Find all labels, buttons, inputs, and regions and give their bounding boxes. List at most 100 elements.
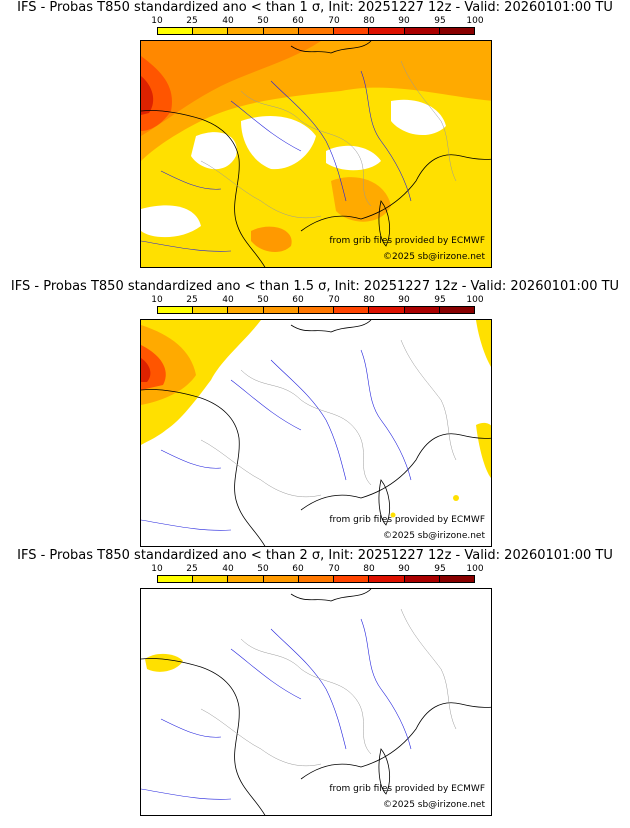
scale-swatch: [158, 576, 194, 582]
scale-tick-label: 10: [151, 295, 163, 305]
no-prob-area: [326, 145, 381, 171]
scale-tick-label: 25: [186, 295, 198, 305]
scale-swatch: [228, 28, 264, 34]
prob-field-yellow-ne: [476, 320, 491, 367]
river: [141, 240, 232, 252]
no-prob-area: [141, 205, 201, 238]
admin-border: [400, 60, 457, 182]
admin-border: [400, 608, 457, 730]
scale-swatch: [404, 576, 440, 582]
prob-field-deep-red: [141, 76, 154, 115]
scale-swatch: [228, 576, 264, 582]
coastline: [290, 320, 372, 333]
copyright-credit: ©2025 sb@irizone.net: [383, 800, 485, 810]
panel-title: IFS - Probas T850 standardized ano < tha…: [10, 279, 620, 294]
scale-tick-label: 40: [222, 16, 234, 26]
scale-swatch: [193, 307, 229, 313]
scale-tick-label: 70: [328, 564, 340, 574]
scale-tick-label: 95: [434, 16, 446, 26]
scale-tick-label: 60: [292, 564, 304, 574]
river: [141, 519, 232, 531]
scale-swatch: [369, 28, 405, 34]
scale-swatch: [298, 576, 335, 582]
river: [360, 618, 412, 750]
coastline: [300, 433, 491, 511]
color-scale-bar: [157, 27, 475, 35]
scale-tick-label: 80: [363, 295, 375, 305]
scale-swatch: [369, 307, 405, 313]
scale-swatch: [263, 307, 299, 313]
scale-swatch: [439, 576, 474, 582]
admin-border: [200, 439, 322, 498]
scale-tick-label: 80: [363, 564, 375, 574]
color-scale-labels: 10 25 40 50 60 70 80 90 95 100: [140, 564, 483, 574]
scale-tick-label: 50: [257, 564, 269, 574]
river: [230, 379, 302, 431]
river: [270, 628, 347, 750]
island-coastline: [378, 479, 391, 526]
prob-field-spot: [390, 512, 396, 518]
scale-tick-label: 40: [222, 295, 234, 305]
scale-swatch: [369, 576, 405, 582]
scale-swatch: [334, 576, 370, 582]
scale-swatch: [263, 576, 299, 582]
scale-swatch: [439, 28, 474, 34]
scale-tick-label: 100: [466, 295, 484, 305]
no-prob-area: [191, 132, 237, 170]
coastline: [141, 110, 266, 267]
admin-border: [400, 339, 457, 461]
color-scale-labels: 10 25 40 50 60 70 80 90 95 100: [140, 295, 483, 305]
scale-tick-label: 10: [151, 564, 163, 574]
map-panel-2: IFS - Probas T850 standardized ano < tha…: [0, 279, 630, 549]
island-coastline: [378, 748, 391, 795]
copyright-credit: ©2025 sb@irizone.net: [383, 531, 485, 541]
scale-tick-label: 95: [434, 564, 446, 574]
prob-field-spot: [453, 495, 459, 501]
map-panel-3: IFS - Probas T850 standardized ano < tha…: [0, 548, 630, 818]
panel-title: IFS - Probas T850 standardized ano < tha…: [17, 548, 613, 563]
scale-tick-label: 25: [186, 16, 198, 26]
map-graphic: [141, 41, 491, 267]
source-credit: from grib files provided by ECMWF: [329, 784, 485, 794]
scale-swatch: [158, 28, 194, 34]
river: [230, 648, 302, 700]
scale-swatch: [334, 28, 370, 34]
prob-field-orange-se: [331, 177, 391, 222]
admin-border: [240, 369, 372, 486]
scale-swatch: [298, 28, 335, 34]
admin-border: [240, 90, 372, 207]
map-background: [141, 589, 491, 815]
prob-field-yellow-e: [476, 422, 491, 478]
scale-tick-label: 95: [434, 295, 446, 305]
map-graphic: [141, 589, 491, 815]
map-panel-1: IFS - Probas T850 standardized ano < tha…: [0, 0, 630, 270]
scale-swatch: [404, 307, 440, 313]
coastline: [141, 389, 266, 546]
source-credit: from grib files provided by ECMWF: [329, 515, 485, 525]
river: [360, 349, 412, 481]
scale-swatch: [193, 576, 229, 582]
coastline: [300, 702, 491, 780]
source-credit: from grib files provided by ECMWF: [329, 236, 485, 246]
scale-tick-label: 25: [186, 564, 198, 574]
scale-tick-label: 100: [466, 564, 484, 574]
scale-swatch: [334, 307, 370, 313]
scale-swatch: [193, 28, 229, 34]
river: [270, 359, 347, 481]
river: [160, 718, 222, 738]
scale-tick-label: 90: [398, 16, 410, 26]
prob-field-orange-ne: [411, 41, 491, 81]
admin-border: [200, 160, 322, 219]
coastline: [290, 41, 372, 54]
no-prob-area: [391, 99, 446, 136]
coastline: [141, 658, 266, 815]
scale-swatch: [263, 28, 299, 34]
river: [160, 170, 222, 190]
color-scale-bar: [157, 306, 475, 314]
scale-tick-label: 50: [257, 16, 269, 26]
color-scale-labels: 10 25 40 50 60 70 80 90 95 100: [140, 16, 483, 26]
coastline: [290, 589, 372, 602]
scale-tick-label: 70: [328, 16, 340, 26]
scale-tick-label: 100: [466, 16, 484, 26]
scale-tick-label: 10: [151, 16, 163, 26]
